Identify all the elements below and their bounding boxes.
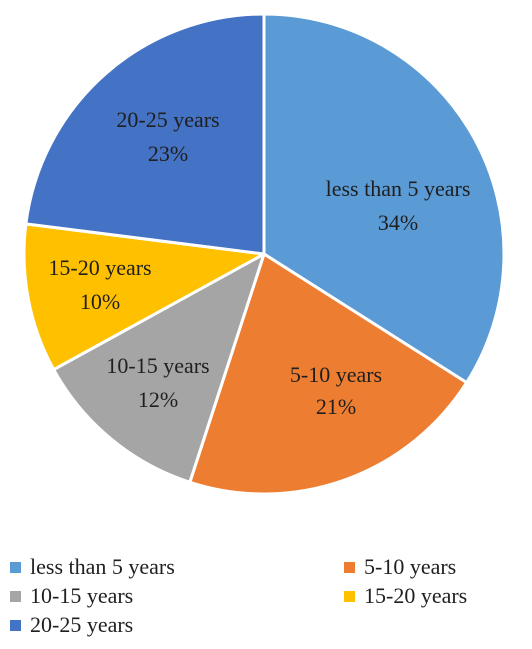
slice-percent: 12% (138, 387, 178, 412)
legend-item: less than 5 years (10, 554, 175, 580)
slice-label: 5-10 years (290, 362, 382, 387)
legend-swatch (10, 619, 21, 631)
slice-label: less than 5 years (326, 176, 471, 201)
slice-label: 15-20 years (48, 255, 151, 280)
pie-labels: less than 5 years 34% 5-10 years 21% 10-15 y… (48, 107, 470, 419)
pie-slice-20-25-years (24, 12, 266, 256)
legend-label: 15-20 years (364, 583, 468, 608)
pie-slice-10-15-years (52, 252, 266, 484)
legend-label: 5-10 years (364, 554, 457, 579)
legend-item: 15-20 years (344, 583, 467, 609)
slice-label: 10-15 years (106, 353, 209, 378)
pie-slice-15-20-years (22, 222, 266, 372)
legend-swatch (10, 590, 21, 602)
slice-percent: 10% (80, 289, 120, 314)
pie-chart: less than 5 years 34% 5-10 years 21% 10-15 y… (22, 12, 506, 496)
slice-percent: 23% (148, 141, 188, 166)
legend-label: less than 5 years (30, 554, 175, 579)
legend-label: 20-25 years (30, 612, 134, 637)
pie-slices (22, 12, 506, 496)
legend-swatch (344, 561, 355, 573)
legend-swatch (344, 590, 355, 602)
pie-slice-5-10-years (188, 252, 469, 496)
legend-item: 5-10 years (344, 554, 456, 580)
slice-label: 20-25 years (116, 107, 219, 132)
slice-percent: 21% (316, 394, 356, 419)
legend-label: 10-15 years (30, 583, 134, 608)
legend-item: 10-15 years (10, 583, 133, 609)
legend-swatch (10, 561, 21, 573)
slice-percent: 34% (378, 210, 418, 235)
legend: less than 5 years 5-10 years 10-15 years 15… (0, 548, 532, 649)
legend-item: 20-25 years (10, 612, 133, 638)
